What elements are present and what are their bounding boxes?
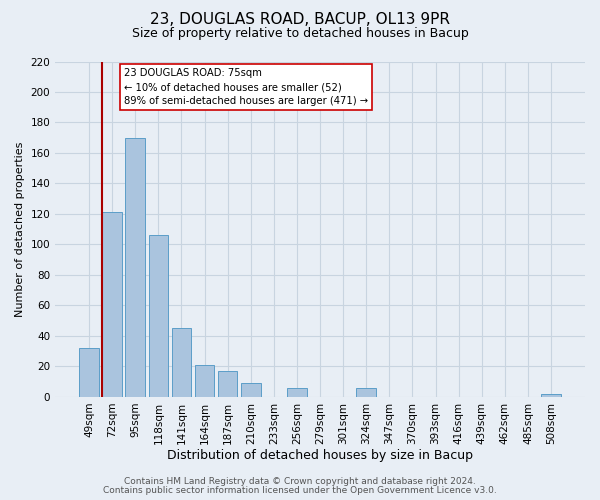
Bar [195, 365, 214, 397]
Bar [356, 388, 376, 397]
Text: Contains public sector information licensed under the Open Government Licence v3: Contains public sector information licen… [103, 486, 497, 495]
X-axis label: Distribution of detached houses by size in Bacup: Distribution of detached houses by size … [167, 450, 473, 462]
Bar [541, 394, 561, 397]
Bar [218, 371, 238, 397]
Text: Contains HM Land Registry data © Crown copyright and database right 2024.: Contains HM Land Registry data © Crown c… [124, 477, 476, 486]
Text: Size of property relative to detached houses in Bacup: Size of property relative to detached ho… [131, 28, 469, 40]
Bar [287, 388, 307, 397]
Text: 23 DOUGLAS ROAD: 75sqm
← 10% of detached houses are smaller (52)
89% of semi-det: 23 DOUGLAS ROAD: 75sqm ← 10% of detached… [124, 68, 368, 106]
Y-axis label: Number of detached properties: Number of detached properties [15, 142, 25, 317]
Bar [103, 212, 122, 397]
Bar [172, 328, 191, 397]
Bar [241, 383, 260, 397]
Bar [79, 348, 99, 397]
Bar [125, 138, 145, 397]
Text: 23, DOUGLAS ROAD, BACUP, OL13 9PR: 23, DOUGLAS ROAD, BACUP, OL13 9PR [150, 12, 450, 28]
Bar [149, 236, 168, 397]
